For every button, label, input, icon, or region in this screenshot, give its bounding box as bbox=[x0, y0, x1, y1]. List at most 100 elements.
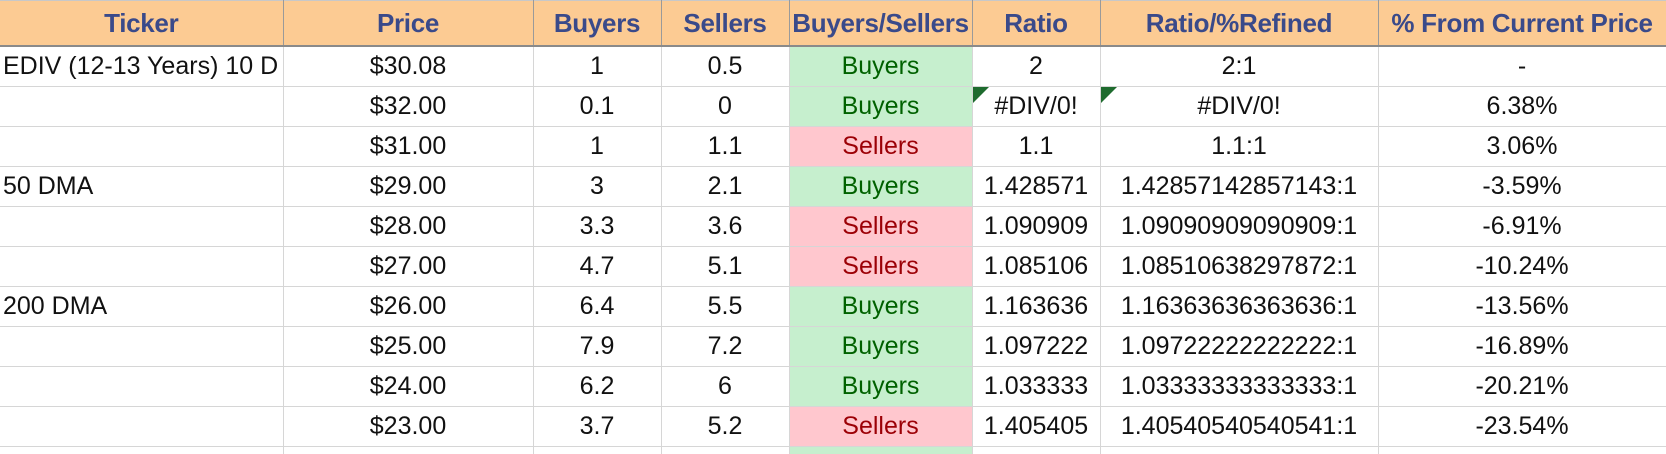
cell-ticker[interactable] bbox=[0, 86, 284, 127]
cell-buyers-sellers[interactable]: Sellers bbox=[789, 246, 973, 287]
cell-ratio[interactable]: 1.097222 bbox=[972, 326, 1101, 367]
cell-ticker[interactable] bbox=[0, 126, 284, 167]
cell-buyers[interactable]: 0.1 bbox=[533, 86, 662, 127]
error-indicator-icon[interactable] bbox=[972, 87, 989, 103]
cell-buyers-sellers[interactable]: Buyers bbox=[789, 86, 973, 127]
cell-price[interactable]: $27.00 bbox=[283, 246, 534, 287]
cell-buyers-sellers[interactable]: Buyers bbox=[789, 166, 973, 207]
header-ratio-refined[interactable]: Ratio/%Refined bbox=[1100, 0, 1379, 47]
cell-buyers[interactable]: 3.3 bbox=[533, 206, 662, 247]
cell-price[interactable]: $30.08 bbox=[283, 46, 534, 87]
cell-ticker[interactable]: 200 DMA bbox=[0, 286, 284, 327]
cell-ticker[interactable] bbox=[0, 246, 284, 287]
empty-cell[interactable] bbox=[1100, 446, 1379, 454]
cell-ratio[interactable]: 1.085106 bbox=[972, 246, 1101, 287]
cell-ratio-refined[interactable]: 1.08510638297872:1 bbox=[1100, 246, 1379, 287]
cell-ratio[interactable]: 1.405405 bbox=[972, 406, 1101, 447]
cell-ratio-refined[interactable]: 1.16363636363636:1 bbox=[1100, 286, 1379, 327]
header-ratio[interactable]: Ratio bbox=[972, 0, 1101, 47]
empty-cell[interactable] bbox=[0, 446, 284, 454]
cell-sellers[interactable]: 7.2 bbox=[661, 326, 790, 367]
cell-price[interactable]: $28.00 bbox=[283, 206, 534, 247]
empty-cell[interactable] bbox=[533, 446, 662, 454]
header-price[interactable]: Price bbox=[283, 0, 534, 47]
cell-sellers[interactable]: 1.1 bbox=[661, 126, 790, 167]
cell-buyers-sellers[interactable]: Buyers bbox=[789, 286, 973, 327]
cell-sellers[interactable]: 5.2 bbox=[661, 406, 790, 447]
cell-pct-from-current[interactable]: -10.24% bbox=[1378, 246, 1666, 287]
cell-sellers[interactable]: 0 bbox=[661, 86, 790, 127]
cell-price[interactable]: $26.00 bbox=[283, 286, 534, 327]
cell-buyers-sellers[interactable]: Buyers bbox=[789, 366, 973, 407]
cell-pct-from-current[interactable]: -20.21% bbox=[1378, 366, 1666, 407]
cell-buyers[interactable]: 7.9 bbox=[533, 326, 662, 367]
cell-pct-from-current[interactable]: -13.56% bbox=[1378, 286, 1666, 327]
cell-price[interactable]: $24.00 bbox=[283, 366, 534, 407]
empty-cell[interactable] bbox=[661, 446, 790, 454]
error-indicator-icon[interactable] bbox=[1100, 87, 1117, 103]
cell-buyers[interactable]: 3 bbox=[533, 166, 662, 207]
cell-buyers[interactable]: 4.7 bbox=[533, 246, 662, 287]
cell-buyers-sellers[interactable]: Sellers bbox=[789, 206, 973, 247]
cell-price[interactable]: $23.00 bbox=[283, 406, 534, 447]
cell-price[interactable]: $31.00 bbox=[283, 126, 534, 167]
cell-ratio[interactable]: 1.033333 bbox=[972, 366, 1101, 407]
cell-pct-from-current[interactable]: - bbox=[1378, 46, 1666, 87]
cell-ratio-refined[interactable]: #DIV/0! bbox=[1100, 86, 1379, 127]
cell-pct-from-current[interactable]: -6.91% bbox=[1378, 206, 1666, 247]
cell-ratio-refined[interactable]: 1.40540540540541:1 bbox=[1100, 406, 1379, 447]
cell-sellers[interactable]: 5.1 bbox=[661, 246, 790, 287]
cell-ticker[interactable]: EDIV (12-13 Years) 10 D bbox=[0, 46, 284, 87]
cell-price[interactable]: $32.00 bbox=[283, 86, 534, 127]
empty-cell[interactable] bbox=[1378, 446, 1666, 454]
cell-sellers[interactable]: 6 bbox=[661, 366, 790, 407]
cell-buyers[interactable]: 6.2 bbox=[533, 366, 662, 407]
cell-pct-from-current[interactable]: -16.89% bbox=[1378, 326, 1666, 367]
cell-pct-from-current[interactable]: -23.54% bbox=[1378, 406, 1666, 447]
cell-buyers-sellers[interactable]: Sellers bbox=[789, 406, 973, 447]
cell-pct-from-current[interactable]: -3.59% bbox=[1378, 166, 1666, 207]
cell-ratio[interactable]: 1.428571 bbox=[972, 166, 1101, 207]
header-buyers-sellers[interactable]: Buyers/Sellers bbox=[789, 0, 973, 47]
cell-ratio[interactable]: #DIV/0! bbox=[972, 86, 1101, 127]
header-pct-from-current[interactable]: % From Current Price bbox=[1378, 0, 1666, 47]
cell-price[interactable]: $25.00 bbox=[283, 326, 534, 367]
cell-ratio[interactable]: 1.1 bbox=[972, 126, 1101, 167]
cell-ratio-refined[interactable]: 1.03333333333333:1 bbox=[1100, 366, 1379, 407]
header-buyers[interactable]: Buyers bbox=[533, 0, 662, 47]
cell-ratio-refined[interactable]: 1.1:1 bbox=[1100, 126, 1379, 167]
cell-ratio[interactable]: 2 bbox=[972, 46, 1101, 87]
cell-pct-from-current[interactable]: 3.06% bbox=[1378, 126, 1666, 167]
cell-buyers-sellers-text: Buyers bbox=[841, 92, 920, 120]
cell-ticker[interactable]: 50 DMA bbox=[0, 166, 284, 207]
cell-sellers[interactable]: 2.1 bbox=[661, 166, 790, 207]
cell-sellers[interactable]: 5.5 bbox=[661, 286, 790, 327]
cell-ratio-refined[interactable]: 1.09722222222222:1 bbox=[1100, 326, 1379, 367]
cell-ratio[interactable]: 1.163636 bbox=[972, 286, 1101, 327]
cell-ticker[interactable] bbox=[0, 326, 284, 367]
cell-buyers-sellers[interactable]: Buyers bbox=[789, 46, 973, 87]
cell-buyers-sellers[interactable]: Buyers bbox=[789, 326, 973, 367]
cell-ticker[interactable] bbox=[0, 406, 284, 447]
empty-cell[interactable] bbox=[789, 446, 973, 454]
cell-ticker[interactable] bbox=[0, 206, 284, 247]
cell-price[interactable]: $29.00 bbox=[283, 166, 534, 207]
cell-ratio-refined[interactable]: 2:1 bbox=[1100, 46, 1379, 87]
cell-buyers[interactable]: 6.4 bbox=[533, 286, 662, 327]
cell-buyers[interactable]: 3.7 bbox=[533, 406, 662, 447]
cell-ticker[interactable] bbox=[0, 366, 284, 407]
empty-cell[interactable] bbox=[283, 446, 534, 454]
cell-buyers[interactable]: 1 bbox=[533, 126, 662, 167]
cell-ratio-refined[interactable]: 1.42857142857143:1 bbox=[1100, 166, 1379, 207]
cell-ratio-refined[interactable]: 1.09090909090909:1 bbox=[1100, 206, 1379, 247]
cell-buyers[interactable]: 1 bbox=[533, 46, 662, 87]
cell-ratio-text: 1.405405 bbox=[983, 412, 1089, 440]
cell-sellers[interactable]: 0.5 bbox=[661, 46, 790, 87]
header-sellers[interactable]: Sellers bbox=[661, 0, 790, 47]
cell-pct-from-current[interactable]: 6.38% bbox=[1378, 86, 1666, 127]
cell-buyers-sellers[interactable]: Sellers bbox=[789, 126, 973, 167]
header-ticker[interactable]: Ticker bbox=[0, 0, 284, 47]
empty-cell[interactable] bbox=[972, 446, 1101, 454]
cell-sellers[interactable]: 3.6 bbox=[661, 206, 790, 247]
cell-ratio[interactable]: 1.090909 bbox=[972, 206, 1101, 247]
